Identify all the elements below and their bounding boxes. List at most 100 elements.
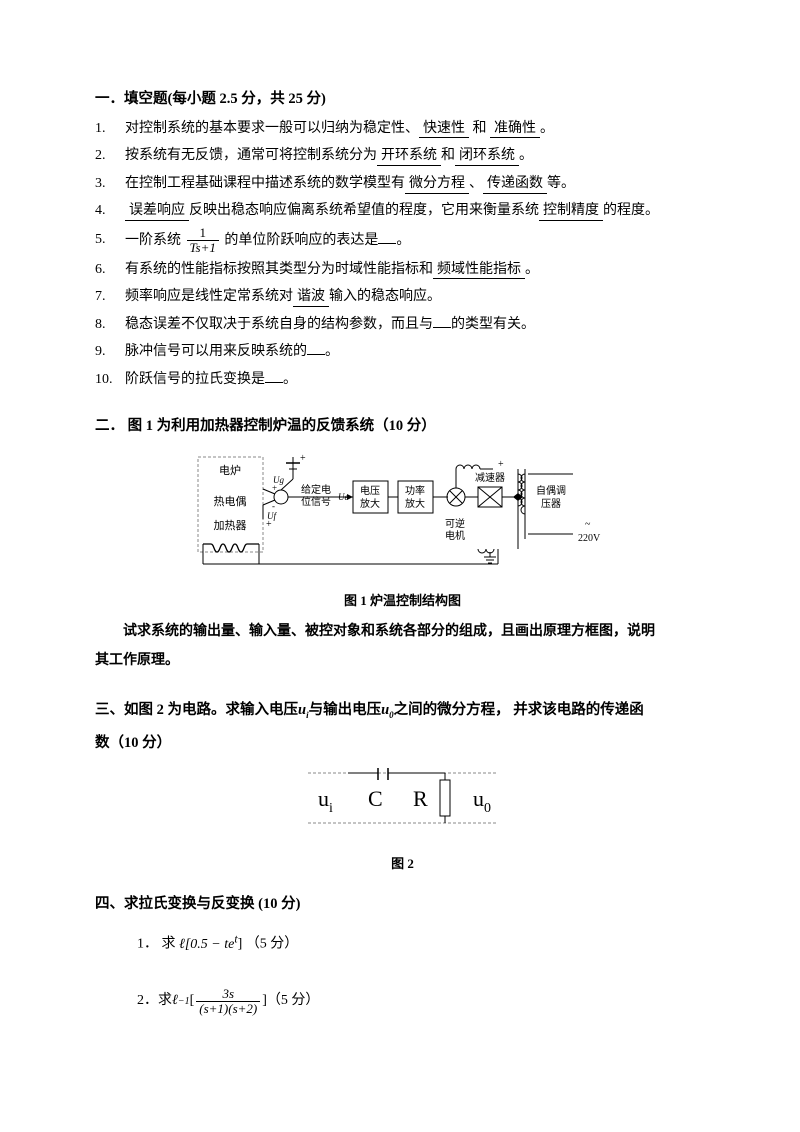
text: 三、如图 2 为电路。求输入电压 bbox=[95, 702, 298, 718]
label-amp2: 放大 bbox=[360, 497, 380, 510]
section2-desc2: 其工作原理。 bbox=[95, 648, 710, 675]
q-body: 误差响应 反映出稳态响应偏离系统希望值的程度，它用来衡量系统 控制精度 的程度。 bbox=[125, 198, 710, 225]
section2-desc1: 试求系统的输出量、输入量、被控对象和系统各部分的组成，且画出原理方框图，说明 bbox=[95, 619, 710, 646]
text: 的类型有关。 bbox=[451, 317, 535, 332]
text: 等。 bbox=[547, 176, 575, 191]
label-reducer: 减速器 bbox=[475, 472, 505, 484]
q-num: 5. bbox=[95, 227, 125, 254]
text: （5 分） bbox=[267, 988, 320, 1015]
q4: 4. 误差响应 反映出稳态响应偏离系统希望值的程度，它用来衡量系统 控制精度 的… bbox=[95, 198, 710, 225]
furnace-diagram: 电炉 热电偶 加热器 + + - Ug Uf 给定电 位信号 Ue 电压 放大 … bbox=[193, 449, 613, 574]
q5: 5. 一阶系统 1 Ts+1 的单位阶跃响应的表达是 。 bbox=[95, 226, 710, 256]
q-num: 4. bbox=[95, 198, 125, 225]
plus-icon: + bbox=[498, 459, 504, 470]
text: 对控制系统的基本要求一般可以归纳为稳定性、 bbox=[125, 121, 419, 136]
fraction: 1 Ts+1 bbox=[187, 226, 219, 256]
figure2-caption: 图 2 bbox=[95, 852, 710, 877]
figure1: 电炉 热电偶 加热器 + + - Ug Uf 给定电 位信号 Ue 电压 放大 … bbox=[95, 449, 710, 585]
text: 。 bbox=[525, 262, 539, 277]
text: 和 bbox=[469, 121, 490, 136]
text: 。 bbox=[396, 233, 410, 248]
figure1-caption: 图 1 炉温控制结构图 bbox=[95, 589, 710, 614]
fraction: 3s (s+1)(s+2) bbox=[196, 987, 260, 1017]
text: 求 bbox=[158, 988, 172, 1015]
label-motor2: 电机 bbox=[445, 529, 465, 542]
text: 在控制工程基础课程中描述系统的数学模型有 bbox=[125, 176, 405, 191]
q8: 8. 稳态误差不仅取决于系统自身的结构参数，而且与 的类型有关。 bbox=[95, 312, 710, 339]
q-num: 3. bbox=[95, 171, 125, 198]
blank: 快速性 bbox=[419, 121, 469, 139]
numerator: 1 bbox=[187, 226, 219, 241]
text: 有系统的性能指标按照其类型分为时域性能指标和 bbox=[125, 262, 433, 277]
text: 求 bbox=[162, 937, 176, 952]
section4-title: 四、求拉氏变换与反变换 (10 分) bbox=[95, 891, 710, 919]
text: 的单位阶跃响应的表达是 bbox=[224, 233, 378, 248]
blank: 谐波 bbox=[293, 289, 329, 307]
q7: 7. 频率响应是线性定常系统对 谐波 输入的稳态响应。 bbox=[95, 284, 710, 311]
text: 频率响应是线性定常系统对 bbox=[125, 289, 293, 304]
text: 之间的微分方程， 并求该电路的传递函 bbox=[394, 702, 644, 718]
text: 按系统有无反馈，通常可将控制系统分为 bbox=[125, 148, 377, 163]
text: 稳态误差不仅取决于系统自身的结构参数，而且与 bbox=[125, 317, 433, 332]
label-c: C bbox=[368, 786, 383, 811]
section3-title2: 数（10 分） bbox=[95, 730, 710, 758]
label-amp: 电压 bbox=[360, 484, 380, 497]
text: 阶跃信号的拉氏变换是 bbox=[125, 372, 265, 387]
label-furnace: 电炉 bbox=[219, 464, 241, 477]
figure2: ui C R u0 bbox=[95, 768, 710, 839]
label-heater: 加热器 bbox=[213, 519, 246, 532]
q-body: 有系统的性能指标按照其类型分为时域性能指标和 频域性能指标 。 bbox=[125, 257, 710, 284]
blank bbox=[378, 243, 396, 244]
label-motor: 可逆 bbox=[445, 517, 465, 530]
text: 。 bbox=[325, 344, 339, 359]
q-body: 一阶系统 1 Ts+1 的单位阶跃响应的表达是 。 bbox=[125, 226, 710, 256]
label-u0: u0 bbox=[473, 786, 491, 816]
q4-2: 2． 求 ℓ−1[ 3s (s+1)(s+2) ] （5 分） bbox=[137, 987, 710, 1017]
text: 一阶系统 bbox=[125, 233, 181, 248]
q-num: 9. bbox=[95, 339, 125, 366]
q-num: 10. bbox=[95, 367, 125, 394]
q-num: 2. bbox=[95, 143, 125, 170]
label-given: 给定电 bbox=[301, 483, 331, 496]
text: 的程度。 bbox=[603, 203, 659, 218]
section1-title: 一．填空题(每小题 2.5 分，共 25 分) bbox=[95, 86, 710, 114]
label-pwr: 功率 bbox=[405, 484, 425, 497]
q-body: 稳态误差不仅取决于系统自身的结构参数，而且与 的类型有关。 bbox=[125, 312, 710, 339]
q9: 9. 脉冲信号可以用来反映系统的 。 bbox=[95, 339, 710, 366]
q-body: 脉冲信号可以用来反映系统的 。 bbox=[125, 339, 710, 366]
label-thermo: 热电偶 bbox=[213, 495, 246, 508]
label-trans2: 压器 bbox=[541, 498, 561, 510]
text: 。 bbox=[283, 372, 297, 387]
var-ui: ui bbox=[298, 702, 309, 718]
q-body: 频率响应是线性定常系统对 谐波 输入的稳态响应。 bbox=[125, 284, 710, 311]
circuit-diagram: ui C R u0 bbox=[288, 768, 518, 828]
text: 。 bbox=[540, 121, 554, 136]
q-num: 1. bbox=[95, 116, 125, 143]
q-body: 按系统有无反馈，通常可将控制系统分为 开环系统 和 闭环系统 。 bbox=[125, 143, 710, 170]
q-num: 8. bbox=[95, 312, 125, 339]
blank bbox=[433, 327, 451, 328]
label-pwr2: 放大 bbox=[405, 497, 425, 510]
q-body: 对控制系统的基本要求一般可以归纳为稳定性、 快速性 和 准确性 。 bbox=[125, 116, 710, 143]
q1: 1. 对控制系统的基本要求一般可以归纳为稳定性、 快速性 和 准确性 。 bbox=[95, 116, 710, 143]
blank: 准确性 bbox=[490, 121, 540, 139]
text: 与输出电压 bbox=[309, 702, 382, 718]
denominator: Ts+1 bbox=[187, 241, 219, 255]
q-num: 2． bbox=[137, 988, 158, 1015]
text: 输入的稳态响应。 bbox=[329, 289, 441, 304]
label-ui: ui bbox=[318, 786, 333, 816]
q-num: 1． bbox=[137, 937, 158, 952]
blank: 误差响应 bbox=[125, 203, 189, 221]
q-body: 阶跃信号的拉氏变换是 。 bbox=[125, 367, 710, 394]
blank: 闭环系统 bbox=[455, 148, 519, 166]
plus-icon: + bbox=[266, 519, 272, 530]
label-r: R bbox=[413, 786, 428, 811]
label-tilde: ~ bbox=[585, 519, 591, 530]
lbracket: [ bbox=[190, 988, 195, 1015]
section3-title: 三、如图 2 为电路。求输入电压ui与输出电压u0之间的微分方程， 并求该电路的… bbox=[95, 697, 710, 725]
q3: 3. 在控制工程基础课程中描述系统的数学模型有 微分方程 、 传递函数 等。 bbox=[95, 171, 710, 198]
q2: 2. 按系统有无反馈，通常可将控制系统分为 开环系统 和 闭环系统 。 bbox=[95, 143, 710, 170]
numerator: 3s bbox=[196, 987, 260, 1002]
text: 、 bbox=[469, 176, 483, 191]
text: 反映出稳态响应偏离系统希望值的程度，它用来衡量系统 bbox=[189, 203, 539, 218]
